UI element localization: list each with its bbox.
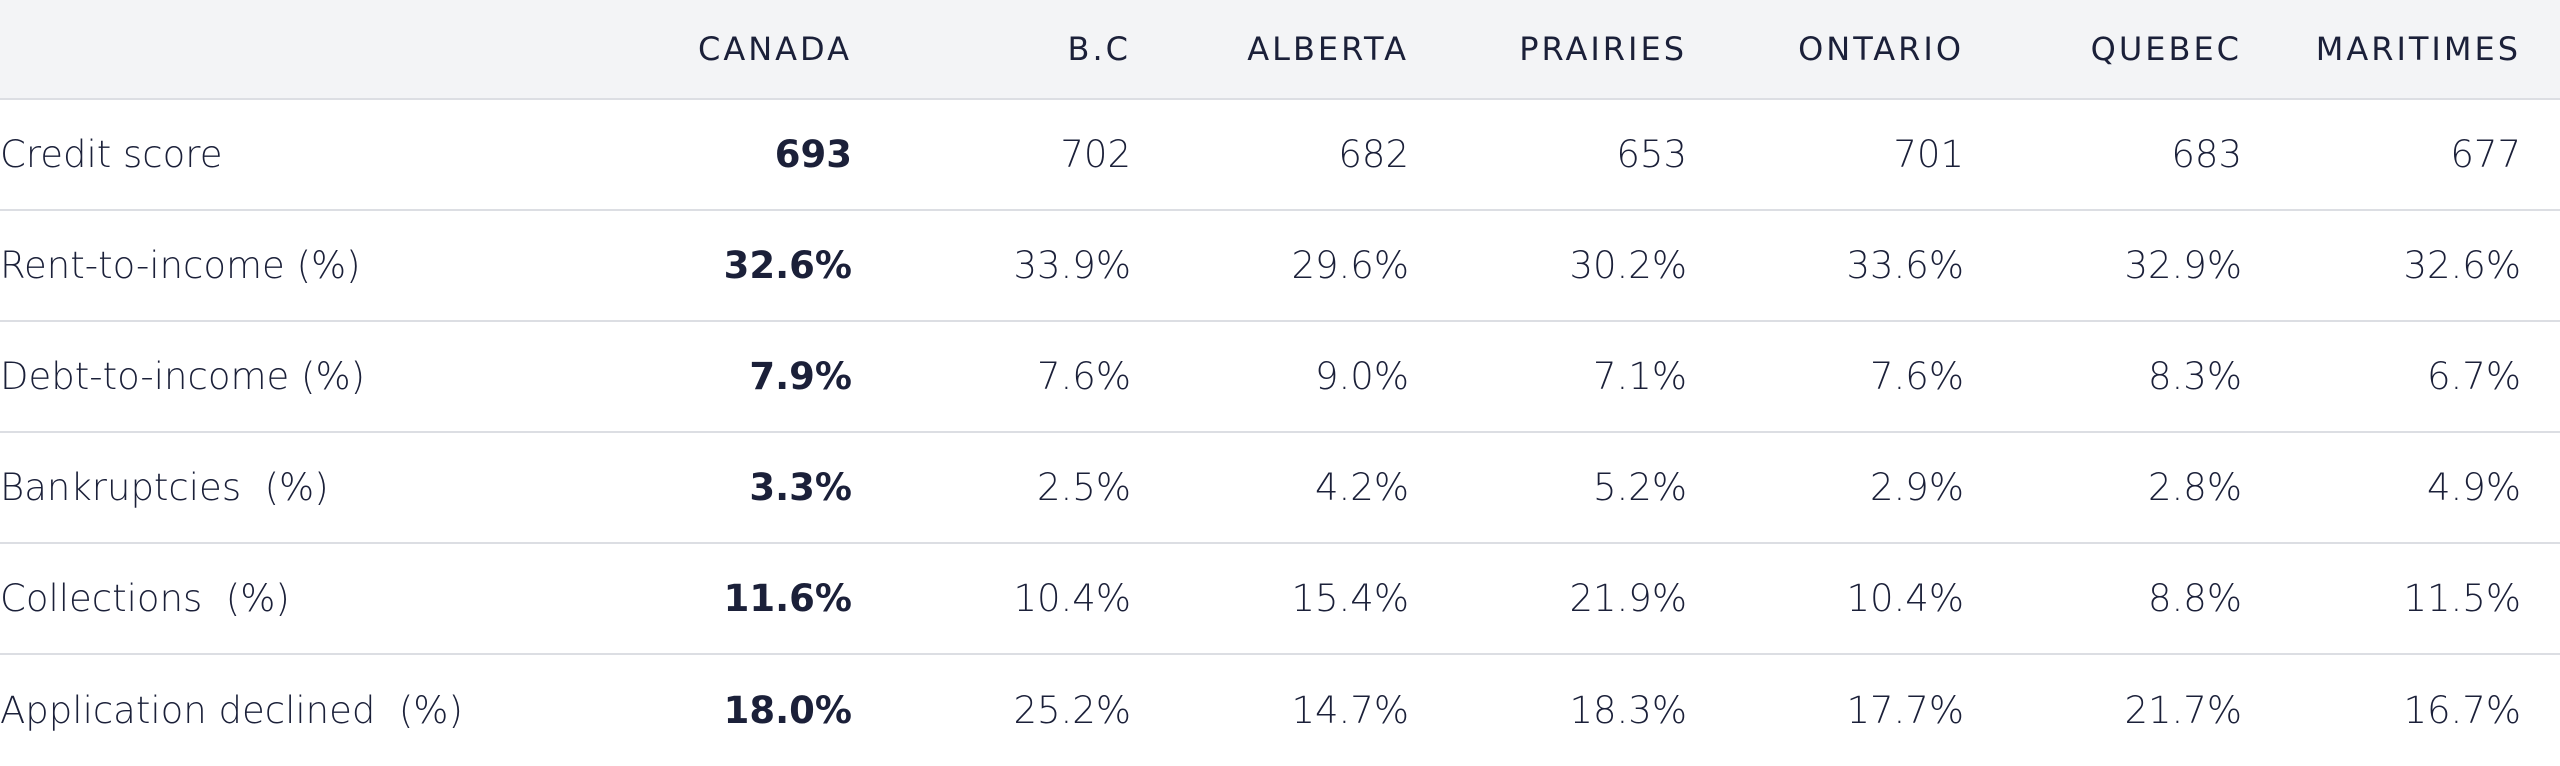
table-row: Debt-to-income (%) 7.9% 7.6% 9.0% 7.1% 7.6% 8.…: [0, 322, 2560, 433]
table-cell: 16.7%: [2403, 689, 2521, 732]
table-cell: 30.2%: [1569, 244, 1687, 287]
table-cell: 8.3%: [2148, 355, 2242, 398]
table-cell: 693: [774, 133, 852, 176]
column-header: ALBERTA: [1247, 30, 1409, 68]
row-label: Credit score: [0, 133, 223, 176]
column-header: B.C: [1067, 30, 1131, 68]
table-cell: 682: [1338, 133, 1409, 176]
table-cell: 2.5%: [1037, 466, 1131, 509]
table-cell: 33.6%: [1846, 244, 1964, 287]
table-cell: 4.9%: [2427, 466, 2521, 509]
table-cell: 702: [1060, 133, 1131, 176]
table-cell: 32.6%: [2403, 244, 2521, 287]
column-header: MARITIMES: [2315, 30, 2521, 68]
table-header: CANADA B.C ALBERTA PRAIRIES ONTARIO QUEBEC MAR…: [0, 0, 2560, 100]
table-cell: 2.8%: [2148, 466, 2242, 509]
table-cell: 653: [1616, 133, 1687, 176]
row-label: Bankruptcies (%): [0, 466, 329, 509]
column-header: ONTARIO: [1798, 30, 1964, 68]
table-cell: 32.9%: [2124, 244, 2242, 287]
row-label: Application declined (%): [0, 689, 463, 732]
table-cell: 8.8%: [2148, 577, 2242, 620]
table-cell: 15.4%: [1291, 577, 1409, 620]
table-cell: 33.9%: [1013, 244, 1131, 287]
column-header: QUEBEC: [2090, 30, 2242, 68]
table-cell: 7.6%: [1037, 355, 1131, 398]
table-cell: 11.6%: [723, 577, 852, 620]
table-cell: 32.6%: [723, 244, 852, 287]
table-cell: 21.9%: [1569, 577, 1687, 620]
column-header: CANADA: [697, 30, 852, 68]
table-cell: 683: [2171, 133, 2242, 176]
table-cell: 4.2%: [1315, 466, 1409, 509]
table-cell: 10.4%: [1013, 577, 1131, 620]
table-cell: 7.6%: [1870, 355, 1964, 398]
table-cell: 7.9%: [749, 355, 852, 398]
table-cell: 9.0%: [1315, 355, 1409, 398]
table-cell: 3.3%: [749, 466, 852, 509]
table-cell: 11.5%: [2403, 577, 2521, 620]
table-cell: 21.7%: [2124, 689, 2242, 732]
table-cell: 6.7%: [2427, 355, 2521, 398]
table-cell: 7.1%: [1593, 355, 1687, 398]
table-row: Application declined (%) 18.0% 25.2% 14.7% 1…: [0, 655, 2560, 766]
table-cell: 18.0%: [723, 689, 852, 732]
table-cell: 17.7%: [1846, 689, 1964, 732]
table-row: Bankruptcies (%) 3.3% 2.5% 4.2% 5.2% 2.9% 2.8%…: [0, 433, 2560, 544]
table-cell: 10.4%: [1846, 577, 1964, 620]
table-cell: 18.3%: [1569, 689, 1687, 732]
table-cell: 25.2%: [1013, 689, 1131, 732]
table-cell: 677: [2450, 133, 2521, 176]
row-label: Debt-to-income (%): [0, 355, 366, 398]
table-cell: 14.7%: [1291, 689, 1409, 732]
table-row: Rent-to-income (%) 32.6% 33.9% 29.6% 30.2% 33…: [0, 211, 2560, 322]
table-cell: 701: [1893, 133, 1964, 176]
table-row: Collections (%) 11.6% 10.4% 15.4% 21.9% 10.4%…: [0, 544, 2560, 655]
table-row: Credit score 693 702 682 653 701 683 677: [0, 100, 2560, 211]
table-cell: 29.6%: [1291, 244, 1409, 287]
row-label: Rent-to-income (%): [0, 244, 361, 287]
table-cell: 5.2%: [1593, 466, 1687, 509]
row-label: Collections (%): [0, 577, 290, 620]
column-header: PRAIRIES: [1519, 30, 1687, 68]
table-cell: 2.9%: [1870, 466, 1964, 509]
